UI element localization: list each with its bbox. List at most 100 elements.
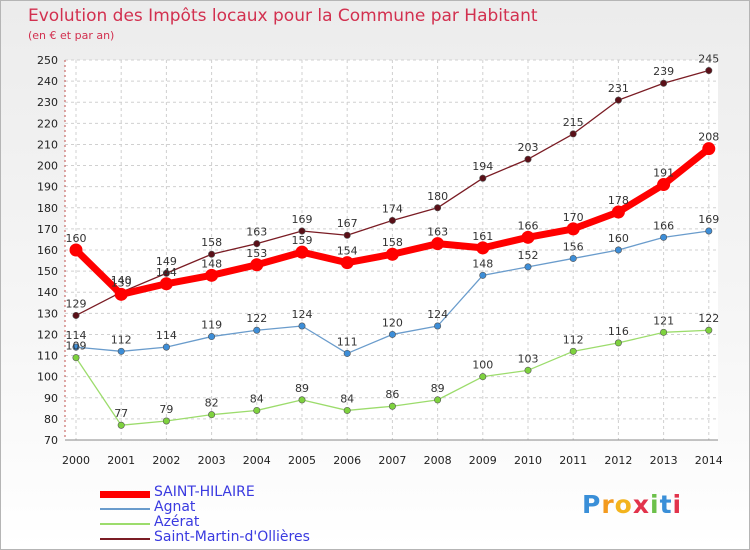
- data-label-saint-hilaire: 139: [111, 276, 132, 289]
- x-tick-label: 2002: [152, 454, 180, 467]
- data-label-az-rat: 82: [205, 397, 219, 410]
- data-label-agnat: 119: [201, 319, 222, 332]
- x-tick-label: 2003: [198, 454, 226, 467]
- data-label-saint-hilaire: 144: [156, 266, 177, 279]
- data-point-saint-martin-d-olli-res: [253, 240, 261, 248]
- data-label-agnat: 114: [66, 329, 87, 342]
- data-label-az-rat: 84: [340, 392, 354, 405]
- y-tick-label: 250: [37, 54, 58, 67]
- data-label-saint-martin-d-olli-res: 231: [608, 82, 629, 95]
- legend-item-saint-martin: Saint-Martin-d'Ollières: [100, 529, 400, 547]
- data-point-az-rat: [434, 396, 442, 404]
- data-label-saint-hilaire: 148: [201, 257, 222, 270]
- data-point-agnat: [208, 333, 216, 341]
- data-point-az-rat: [479, 373, 487, 381]
- data-point-az-rat: [660, 328, 668, 336]
- data-label-saint-hilaire: 159: [292, 234, 313, 247]
- data-label-agnat: 160: [608, 232, 629, 245]
- data-point-agnat: [569, 254, 577, 262]
- y-tick-label: 180: [37, 202, 58, 215]
- data-point-saint-martin-d-olli-res: [479, 174, 487, 182]
- data-point-saint-martin-d-olli-res: [524, 155, 532, 163]
- data-point-agnat: [705, 227, 713, 235]
- data-point-saint-martin-d-olli-res: [614, 96, 622, 104]
- legend-label-saint-hilaire: SAINT-HILAIRE: [154, 484, 255, 500]
- legend-swatch-saint-martin: [100, 538, 150, 540]
- data-point-az-rat: [524, 366, 532, 374]
- data-label-az-rat: 79: [159, 403, 173, 416]
- data-label-az-rat: 103: [518, 352, 539, 365]
- data-point-agnat: [298, 322, 306, 330]
- data-point-az-rat: [614, 339, 622, 347]
- data-point-az-rat: [162, 417, 170, 425]
- data-point-az-rat: [705, 326, 713, 334]
- data-point-saint-hilaire: [295, 245, 309, 259]
- y-tick-label: 240: [37, 75, 58, 88]
- y-tick-label: 150: [37, 265, 58, 278]
- data-point-az-rat: [298, 396, 306, 404]
- data-label-saint-martin-d-olli-res: 194: [472, 160, 493, 173]
- data-label-saint-hilaire: 161: [472, 230, 493, 243]
- data-label-agnat: 111: [337, 335, 358, 348]
- x-tick-label: 2001: [107, 454, 135, 467]
- data-label-agnat: 124: [292, 308, 313, 321]
- y-tick-label: 220: [37, 117, 58, 130]
- data-point-saint-martin-d-olli-res: [343, 231, 351, 239]
- data-point-saint-hilaire: [702, 142, 716, 156]
- data-label-agnat: 148: [472, 257, 493, 270]
- data-label-saint-martin-d-olli-res: 180: [427, 190, 448, 203]
- legend-item-agnat: Agnat: [100, 499, 400, 517]
- data-label-saint-martin-d-olli-res: 158: [201, 236, 222, 249]
- data-label-az-rat: 89: [431, 382, 445, 395]
- legend-label-saint-martin: Saint-Martin-d'Ollières: [154, 529, 310, 545]
- data-label-saint-martin-d-olli-res: 140: [111, 274, 132, 287]
- data-point-agnat: [660, 233, 668, 241]
- y-tick-label: 90: [44, 392, 58, 405]
- data-label-saint-martin-d-olli-res: 174: [382, 202, 403, 215]
- data-point-az-rat: [569, 347, 577, 355]
- logo-letter: o: [614, 490, 633, 519]
- data-point-saint-hilaire: [657, 178, 671, 192]
- data-label-agnat: 156: [563, 240, 584, 253]
- y-tick-label: 160: [37, 244, 58, 257]
- logo-letter: t: [659, 490, 673, 519]
- data-label-az-rat: 77: [114, 407, 128, 420]
- data-point-saint-martin-d-olli-res: [72, 311, 80, 319]
- logo-letter: r: [601, 490, 615, 519]
- data-point-saint-hilaire: [476, 241, 490, 255]
- data-label-saint-hilaire: 191: [653, 167, 674, 180]
- data-label-agnat: 120: [382, 316, 403, 329]
- data-label-az-rat: 89: [295, 382, 309, 395]
- data-label-agnat: 112: [111, 333, 132, 346]
- x-tick-label: 2008: [424, 454, 452, 467]
- data-point-saint-martin-d-olli-res: [705, 67, 713, 75]
- data-point-saint-martin-d-olli-res: [434, 204, 442, 212]
- data-point-saint-hilaire: [69, 243, 83, 257]
- legend-swatch-agnat: [100, 508, 150, 510]
- data-point-saint-martin-d-olli-res: [660, 79, 668, 87]
- data-point-saint-hilaire: [566, 222, 580, 236]
- legend-item-saint-hilaire: SAINT-HILAIRE: [100, 484, 400, 502]
- data-point-agnat: [388, 330, 396, 338]
- y-tick-label: 100: [37, 371, 58, 384]
- y-tick-label: 70: [44, 434, 58, 447]
- data-point-saint-hilaire: [250, 258, 264, 272]
- data-label-saint-martin-d-olli-res: 245: [698, 53, 719, 66]
- x-tick-label: 2004: [243, 454, 271, 467]
- data-label-saint-martin-d-olli-res: 163: [246, 226, 267, 239]
- legend-swatch-saint-hilaire: [100, 491, 150, 498]
- legend-label-agnat: Agnat: [154, 499, 196, 515]
- data-label-agnat: 152: [518, 249, 539, 262]
- proxiti-logo: Proxiti: [582, 490, 682, 519]
- data-point-saint-hilaire: [521, 230, 535, 244]
- x-tick-label: 2007: [378, 454, 406, 467]
- data-label-az-rat: 86: [385, 388, 399, 401]
- data-label-az-rat: 84: [250, 392, 264, 405]
- data-point-saint-hilaire: [431, 237, 445, 251]
- data-label-az-rat: 100: [472, 359, 493, 372]
- data-point-saint-martin-d-olli-res: [298, 227, 306, 235]
- x-tick-label: 2009: [469, 454, 497, 467]
- data-label-agnat: 169: [698, 213, 719, 226]
- data-label-saint-hilaire: 158: [382, 236, 403, 249]
